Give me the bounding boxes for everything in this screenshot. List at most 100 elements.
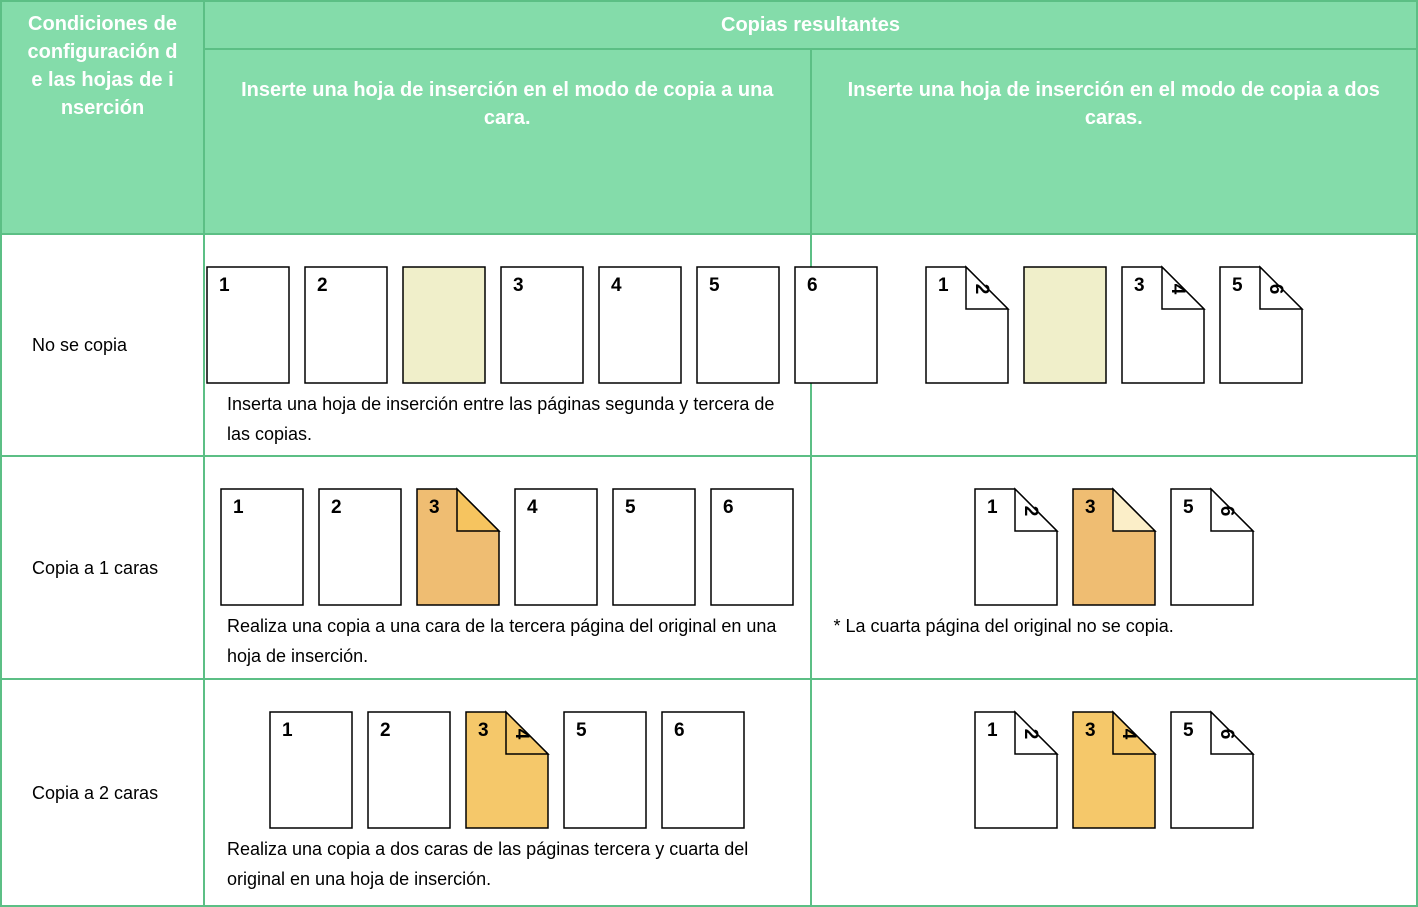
page-number: 1 <box>938 275 949 296</box>
page-number: 6 <box>674 720 685 741</box>
row: Copia a 1 caras 1 2 3 4 5 6 Realiza una copia … <box>0 455 1418 680</box>
page-icon: 2 <box>318 488 402 606</box>
page <box>612 488 696 606</box>
page-back-number: 2 <box>1020 506 1041 517</box>
page <box>661 711 745 829</box>
page-icon: 1 <box>269 711 353 829</box>
page-number: 2 <box>380 720 391 741</box>
page-back-number: 4 <box>1167 284 1188 295</box>
page <box>598 266 682 384</box>
page-number: 4 <box>611 275 622 296</box>
page <box>206 266 290 384</box>
header-two-sided: Inserte una hoja de inserción en el modo… <box>809 48 1418 235</box>
condition: Copia a 1 caras <box>0 455 205 680</box>
cell: 1 2 3 5 6 * La cuarta página del original no … <box>809 455 1418 680</box>
page-fold <box>1112 487 1157 532</box>
page-number: 3 <box>513 275 524 296</box>
page-fold <box>1259 265 1304 310</box>
caption: * La cuarta página del original no se co… <box>833 616 1174 636</box>
page-fold <box>1112 710 1157 755</box>
page-fold <box>1014 710 1059 755</box>
page <box>710 488 794 606</box>
header-group: Copias resultantes <box>203 0 1418 50</box>
page-icon: 6 <box>794 266 878 384</box>
page-number: 3 <box>1134 275 1145 296</box>
condition: No se copia <box>0 233 205 457</box>
page-icon: 1 <box>206 266 290 384</box>
page-fold <box>456 487 502 532</box>
page-number: 1 <box>233 497 244 518</box>
page-number: 6 <box>807 275 818 296</box>
page-number: 1 <box>987 497 998 518</box>
page-icon: 5 <box>563 711 647 829</box>
page-number: 5 <box>1183 720 1194 741</box>
page <box>269 711 353 829</box>
page-back-number: 6 <box>1216 506 1237 517</box>
caption: Inserta una hoja de inserción entre las … <box>227 394 775 444</box>
page-fold <box>1210 487 1255 532</box>
page-number: 3 <box>429 497 440 518</box>
page-back-number: 4 <box>1118 729 1139 740</box>
page-icon: 5 <box>612 488 696 606</box>
page-icon: 6 <box>710 488 794 606</box>
page-icon: 2 <box>367 711 451 829</box>
page-number: 6 <box>723 497 734 518</box>
header-one-sided: Inserte una hoja de inserción en el modo… <box>203 48 812 235</box>
page-fold <box>1210 710 1255 755</box>
page-icon: 6 <box>661 711 745 829</box>
page-icon: 5 <box>696 266 780 384</box>
page-icon: 4 <box>514 488 598 606</box>
cell: 1 2 3 4 5 6 Inserta una hoja de inserción entr… <box>203 233 878 457</box>
page-number: 2 <box>331 497 342 518</box>
page-number: 5 <box>625 497 636 518</box>
page-back-number: 2 <box>1020 729 1041 740</box>
caption: Realiza una copia a dos caras de las pág… <box>227 839 749 889</box>
page-icon: 2 <box>304 266 388 384</box>
page <box>500 266 584 384</box>
page-icon <box>1023 266 1107 384</box>
page-back-number: 6 <box>1216 729 1237 740</box>
page-back-number: 6 <box>1265 284 1286 295</box>
page <box>794 266 878 384</box>
page-icon: 3 <box>416 487 502 606</box>
page-number: 3 <box>1085 720 1096 741</box>
caption: Realiza una copia a una cara de la terce… <box>227 616 777 666</box>
page-icon: 4 <box>598 266 682 384</box>
page-number: 2 <box>317 275 328 296</box>
page <box>402 266 486 384</box>
header-condition: Condiciones de configuración de las hoja… <box>27 13 178 119</box>
page-number: 5 <box>576 720 587 741</box>
page <box>318 488 402 606</box>
page-fold <box>1161 265 1206 310</box>
page <box>1023 266 1107 384</box>
page <box>696 266 780 384</box>
page-number: 5 <box>709 275 720 296</box>
page-icon: 1 <box>220 488 304 606</box>
page-number: 3 <box>1085 497 1096 518</box>
page-fold <box>965 265 1010 310</box>
condition: Copia a 2 caras <box>0 678 205 907</box>
page-number: 5 <box>1232 275 1243 296</box>
cell: 1 2 3 4 5 6 Realiza una copia a una cara de la… <box>203 455 812 680</box>
page-icon: 3 <box>1072 487 1157 606</box>
pages: 1 2 3 4 5 6 <box>220 487 794 606</box>
page <box>220 488 304 606</box>
pages: 1 2 3 4 5 6 <box>206 266 878 384</box>
header-cell: Condiciones de configuración de las hoja… <box>0 0 205 235</box>
